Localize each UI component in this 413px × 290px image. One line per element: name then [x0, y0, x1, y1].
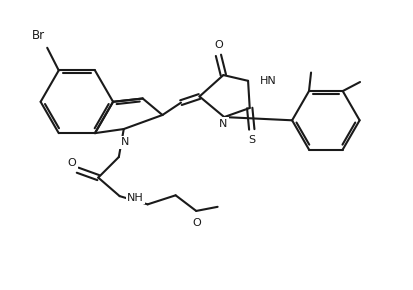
Text: Br: Br — [31, 29, 45, 42]
Text: N: N — [121, 137, 129, 147]
Text: O: O — [192, 218, 202, 228]
Text: HN: HN — [260, 76, 276, 86]
Text: O: O — [68, 158, 76, 168]
Text: S: S — [248, 135, 255, 145]
Text: O: O — [214, 39, 223, 50]
Text: NH: NH — [127, 193, 144, 203]
Text: N: N — [219, 119, 228, 129]
